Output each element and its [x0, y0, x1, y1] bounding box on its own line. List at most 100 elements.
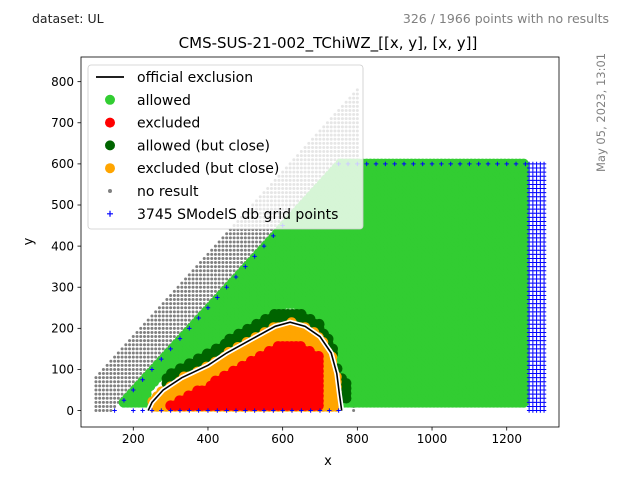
no-result-point	[94, 380, 98, 384]
no-result-point	[221, 273, 225, 277]
no-result-point	[142, 322, 146, 326]
no-result-point	[232, 240, 236, 244]
no-result-point	[165, 306, 169, 310]
no-result-point	[187, 277, 191, 281]
no-result-point	[154, 330, 158, 334]
no-result-point	[187, 314, 191, 318]
no-result-point	[180, 281, 184, 285]
no-result-point	[113, 392, 117, 396]
no-result-point	[191, 293, 195, 297]
no-result-point	[113, 404, 117, 408]
no-result-point	[180, 306, 184, 310]
no-result-point	[94, 392, 98, 396]
no-result-point	[217, 240, 221, 244]
no-result-point	[157, 351, 161, 355]
no-result-point	[135, 372, 139, 376]
no-result-point	[150, 343, 154, 347]
no-result-point	[202, 289, 206, 293]
no-result-point	[165, 310, 169, 314]
no-result-point	[116, 355, 120, 359]
no-result-point	[206, 261, 210, 265]
no-result-point	[240, 248, 244, 252]
no-result-point	[221, 240, 225, 244]
no-result-point	[184, 285, 188, 289]
no-result-point	[206, 256, 210, 260]
no-result-point	[217, 261, 221, 265]
no-result-point	[187, 285, 191, 289]
no-result-point	[113, 380, 117, 384]
no-result-point	[128, 355, 132, 359]
no-result-point	[113, 355, 117, 359]
no-result-point	[199, 265, 202, 269]
no-result-point	[109, 400, 113, 404]
no-result-point	[135, 335, 139, 339]
no-result-point	[225, 273, 229, 277]
no-result-point	[172, 326, 176, 330]
no-result-point	[210, 277, 214, 281]
no-result-point	[191, 298, 195, 302]
no-result-point	[184, 289, 188, 293]
no-result-point	[120, 376, 124, 380]
no-result-point	[161, 347, 165, 351]
no-result-point	[146, 335, 150, 339]
no-result-point	[120, 367, 124, 371]
no-result-point	[217, 285, 221, 289]
no-result-point	[195, 281, 199, 285]
no-result-point	[161, 314, 165, 318]
no-result-point	[116, 372, 120, 376]
no-result-point	[109, 359, 113, 363]
no-result-point	[213, 261, 217, 265]
no-result-point	[243, 256, 247, 260]
no-result-point	[225, 256, 229, 260]
no-result-point	[135, 367, 139, 371]
no-result-point	[195, 265, 199, 269]
no-result-point	[243, 240, 247, 244]
no-result-point	[98, 409, 102, 413]
no-result-point	[236, 244, 240, 248]
no-result-point	[169, 298, 173, 302]
no-result-point	[169, 302, 173, 306]
no-result-point	[142, 359, 146, 363]
no-result-point	[210, 252, 214, 256]
no-result-point	[206, 285, 210, 289]
no-result-point	[247, 236, 251, 240]
no-result-point	[195, 269, 199, 273]
no-result-point	[165, 343, 169, 347]
no-result-point	[210, 256, 214, 260]
no-result-point	[131, 335, 135, 339]
no-result-point	[135, 351, 139, 355]
no-result-point	[146, 355, 150, 359]
no-result-point	[109, 396, 113, 400]
no-result-point	[199, 273, 202, 277]
no-result-point	[165, 330, 169, 334]
no-result-point	[120, 384, 124, 388]
no-result-point	[142, 335, 146, 339]
no-result-point	[176, 302, 180, 306]
no-result-point	[247, 240, 251, 244]
no-result-point	[150, 339, 154, 343]
no-result-point	[146, 351, 150, 355]
no-result-point	[202, 302, 206, 306]
no-result-point	[139, 335, 143, 339]
no-result-point	[232, 269, 236, 273]
no-result-point	[94, 404, 98, 408]
no-result-point	[243, 248, 247, 252]
no-result-point	[120, 388, 124, 392]
no-result-point	[184, 298, 188, 302]
no-result-point	[184, 310, 188, 314]
no-result-point	[139, 347, 143, 351]
no-result-point	[109, 363, 113, 367]
no-result-point	[120, 355, 124, 359]
no-result-point	[116, 388, 120, 392]
no-result-point	[120, 351, 124, 355]
no-result-point	[184, 281, 188, 285]
no-result-point	[240, 256, 244, 260]
no-result-point	[217, 269, 221, 273]
no-result-point	[109, 409, 113, 413]
no-result-point	[146, 339, 150, 343]
no-result-point	[191, 314, 195, 318]
no-result-point	[225, 261, 229, 265]
no-result-point	[199, 306, 202, 310]
no-result-point	[101, 380, 105, 384]
no-result-point	[180, 318, 184, 322]
